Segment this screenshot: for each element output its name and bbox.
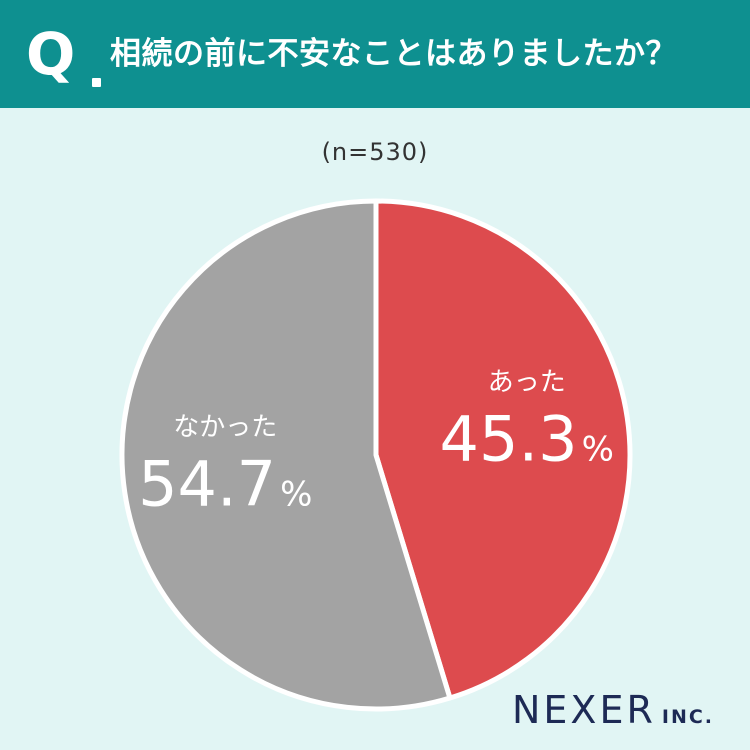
question-text: 相続の前に不安なことはありましたか？ [110, 36, 677, 72]
pie-slice-1 [119, 198, 453, 712]
slice-value-0: 45.3% [440, 403, 614, 476]
slice-value-1: 54.7% [138, 447, 312, 520]
sample-size: (n=530) [321, 138, 429, 166]
q-dot-decoration [92, 78, 101, 87]
slice-label-1: なかった [173, 412, 277, 442]
pie-slice-0 [373, 198, 633, 701]
question-header: Q 相続の前に不安なことはありましたか？ [0, 0, 750, 108]
slice-label-0: あった [488, 368, 566, 398]
q-mark: Q [26, 20, 76, 88]
logo-main-text: NEXER [512, 688, 656, 732]
logo-sub-text: INC. [661, 706, 715, 728]
nexer-logo: NEXER INC. [512, 688, 714, 732]
